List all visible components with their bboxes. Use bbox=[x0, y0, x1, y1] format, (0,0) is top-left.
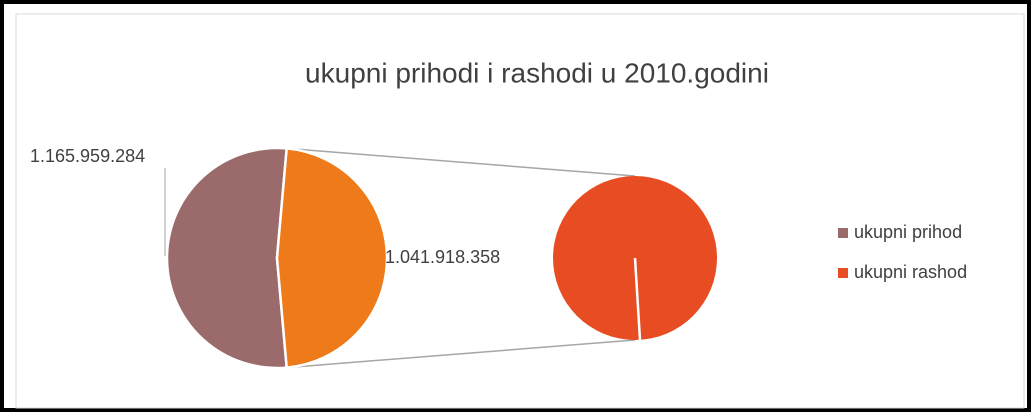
connector-line bbox=[286, 147, 636, 177]
pie-slice bbox=[275, 147, 389, 369]
slice-separator bbox=[633, 257, 642, 341]
pie-slice bbox=[165, 146, 289, 370]
legend-swatch bbox=[838, 268, 848, 278]
legend-label: ukupni rashod bbox=[854, 262, 967, 282]
data-label: 1.165.959.284 bbox=[30, 146, 145, 166]
connector-line bbox=[286, 339, 636, 369]
chart-area bbox=[15, 13, 1025, 409]
legend-label: ukupni prihod bbox=[854, 222, 962, 242]
chart-title: ukupni prihodi i rashodi u 2010.godini bbox=[305, 57, 769, 88]
data-label: 1.041.918.358 bbox=[385, 247, 500, 267]
legend-swatch bbox=[838, 228, 848, 238]
